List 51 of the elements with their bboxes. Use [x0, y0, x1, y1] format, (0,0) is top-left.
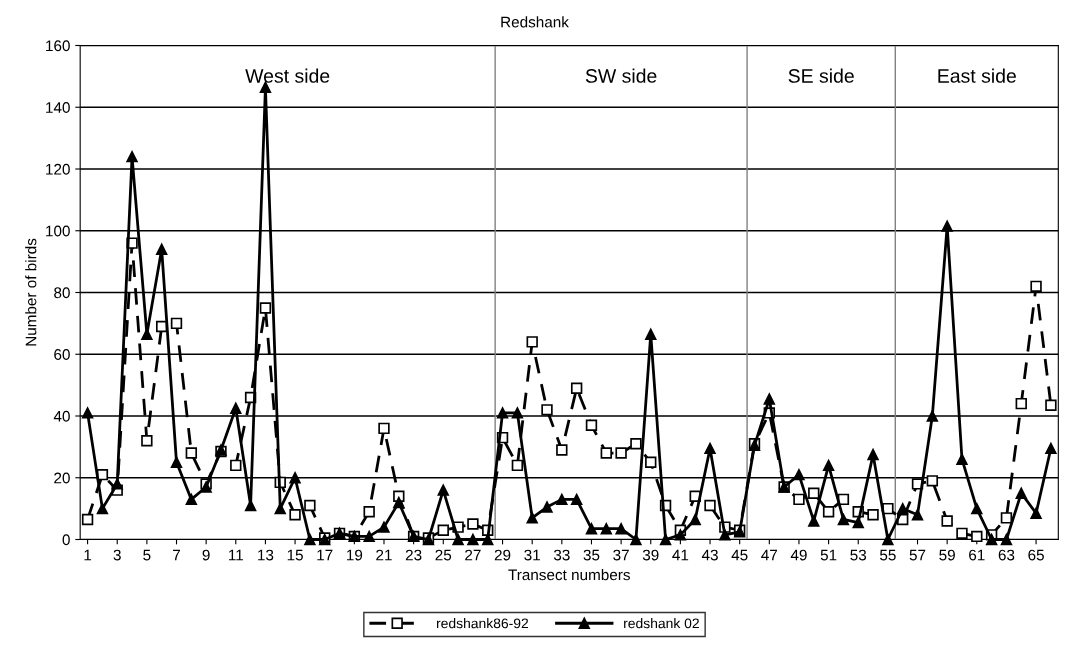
x-tick-label: 55	[879, 549, 896, 561]
x-tick-label: 23	[405, 549, 422, 561]
x-tick-label: 65	[1028, 549, 1044, 561]
x-tick-label: 31	[524, 549, 540, 561]
x-tick-label: 51	[820, 549, 837, 561]
y-tick-label: 0	[62, 534, 70, 546]
x-tick-label: 21	[376, 549, 392, 561]
x-tick-label: 25	[435, 549, 452, 561]
y-tick-label: 60	[54, 349, 70, 360]
annotation: East side	[938, 68, 1016, 83]
x-axis-title: Transect numbers	[508, 569, 630, 581]
x-tick-label: 49	[790, 549, 807, 561]
x-tick-label: 35	[583, 549, 600, 561]
y-tick-label: 140	[46, 102, 70, 113]
y-tick-label: 120	[46, 163, 70, 175]
y-tick-label: 80	[54, 287, 70, 299]
x-tick-label: 47	[761, 549, 778, 561]
x-tick-label: 43	[701, 549, 718, 561]
x-tick-label: 11	[229, 549, 243, 561]
x-tick-label: 63	[998, 549, 1015, 561]
x-tick-label: 3	[113, 549, 121, 561]
x-tick-label: 41	[672, 549, 689, 561]
x-tick-label: 29	[494, 549, 511, 561]
y-tick-label: 160	[46, 40, 70, 52]
legend-label: redshank 02	[624, 618, 699, 629]
x-tick-label: 37	[613, 549, 629, 561]
y-axis-title: Number of birds	[25, 238, 37, 346]
x-tick-label: 33	[553, 549, 570, 561]
x-tick-label: 7	[173, 549, 180, 561]
x-tick-label: 59	[939, 549, 955, 561]
legend-label: redshank86-92	[436, 618, 529, 629]
chart-title: Redshank	[501, 16, 569, 28]
x-tick-label: 1	[84, 549, 92, 561]
x-tick-label: 17	[317, 549, 333, 561]
x-tick-label: 39	[642, 549, 659, 561]
x-tick-label: 57	[909, 549, 926, 561]
x-tick-label: 13	[258, 549, 274, 561]
x-tick-label: 61	[969, 549, 985, 561]
x-tick-label: 19	[347, 549, 363, 561]
y-tick-label: 20	[54, 472, 70, 484]
x-tick-label: 45	[731, 549, 748, 561]
annotation: SE side	[788, 68, 854, 83]
x-tick-label: 53	[850, 549, 867, 561]
x-tick-label: 27	[465, 549, 481, 561]
y-tick-label: 40	[53, 410, 70, 422]
annotation: West side	[245, 68, 330, 83]
annotation: SW side	[585, 68, 657, 83]
x-tick-label: 9	[202, 549, 210, 561]
y-tick-label: 100	[46, 225, 70, 237]
x-tick-label: 15	[287, 549, 303, 561]
x-tick-label: 5	[143, 549, 151, 561]
